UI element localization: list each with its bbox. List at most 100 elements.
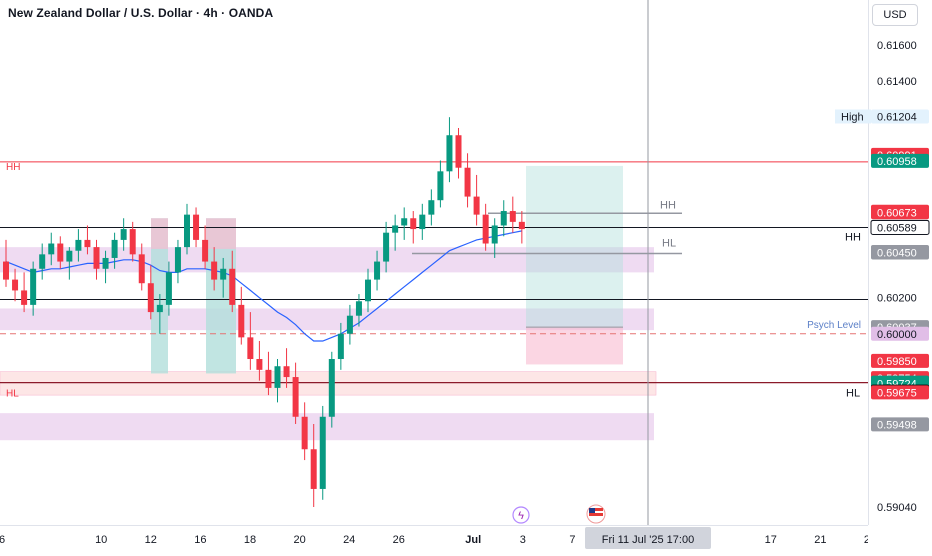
price-tick-label: 0.61400 [877,76,917,88]
candle [30,261,37,316]
candle-body [509,211,516,222]
price-label-text: 0.60000 [877,329,917,341]
candle [428,189,435,226]
candle [374,250,381,291]
time-tick-label: 12 [145,534,157,546]
time-tick-label: 16 [194,534,206,546]
time-tick-label: 7 [569,534,575,546]
candle [491,218,498,258]
candle [129,221,136,262]
price-label-badge: 0.60000 [871,326,929,341]
candle [48,232,55,266]
candle [446,117,453,183]
candle [12,268,19,302]
svg-text:ϟ: ϟ [518,510,524,522]
candle-body [337,333,344,360]
annotation-label: HL [6,389,19,400]
price-label-badge: 0.60958 [871,153,929,168]
price-tick-label: 0.59040 [877,502,917,514]
candle-body [66,250,73,262]
candle-body [383,232,390,262]
time-tick-label: 21 [814,534,826,546]
candle-body [156,304,163,313]
candle-body [292,377,299,417]
price-label-text: 0.60589 [877,222,917,234]
time-axis-svg: 610121618202426Jul379172123Fri 11 Jul '2… [0,527,876,549]
candle-body [12,279,19,291]
price-label-badge: 0.59850 [871,353,929,368]
candle [57,236,64,269]
candle [455,128,462,179]
candle [355,294,362,327]
candle-body [129,229,136,255]
chart-title: New Zealand Dollar / U.S. Dollar · 4h · … [8,6,274,20]
price-label-text: 0.59675 [877,387,917,399]
annotation-label: Psych Level [807,320,861,331]
chart-pane[interactable]: HH HH HH HL Psych Level HL HL ϟ New Zealand Dol… [0,0,868,525]
candle-body [184,214,190,248]
candle [274,359,281,403]
candle-body [310,449,317,489]
candle-body [346,315,353,334]
candle [156,294,163,334]
candle [401,207,408,240]
candle [292,362,299,424]
candle [184,203,190,255]
candle-body [401,218,408,226]
long-position-stop [526,326,623,365]
candle [138,243,145,291]
candle [84,225,91,255]
annotation-label: HH [660,199,676,211]
us-flag-event-icon[interactable] [586,504,606,524]
lightning-event-icon[interactable]: ϟ [512,506,530,524]
price-label-text: 0.60450 [877,248,917,260]
candle [165,261,172,316]
candle [464,153,471,208]
candle-body [410,218,417,230]
candle-body [220,268,227,280]
candle-body [482,214,489,244]
candle [410,211,417,244]
time-tick-label: 26 [393,534,405,546]
candle [265,351,272,396]
candle [102,250,109,284]
candle-body [283,366,290,378]
candle [337,322,344,370]
candle [220,257,227,298]
price-label-text: 0.59850 [877,356,917,368]
candle [21,272,28,313]
time-tick-label: 18 [244,534,256,546]
demand-zone-lower [0,413,654,441]
time-tick-label: Jul [465,534,481,546]
candle [66,247,73,280]
time-tick-label: 10 [95,534,107,546]
time-tick-label: 20 [293,534,305,546]
candle-body [39,254,46,269]
candle [39,243,46,280]
time-tick-label: 6 [0,534,5,546]
candle-body [265,369,272,388]
candle-body [48,243,55,255]
candle-body [165,272,172,305]
candle-body [211,261,218,280]
candle [229,250,236,313]
candle-body [93,247,100,269]
chart-svg[interactable]: HH HH HH HL Psych Level HL HL ϟ [0,0,868,525]
currency-button[interactable]: USD [872,4,918,26]
candle [392,214,399,251]
moving-average-line [5,230,523,342]
hl-zone [0,371,657,396]
price-label-badge: 0.60589 [870,219,930,235]
time-tick-label: 23 [864,534,868,546]
candle-body [202,239,209,262]
price-axis[interactable]: 0.61600 0.61400 0.60200 0.59040 0.61204 High 0… [835,0,932,525]
candle-body [355,301,362,316]
price-label-text: 0.60958 [877,156,917,168]
candle-body [30,268,37,305]
time-tick-label: 24 [343,534,355,546]
time-axis[interactable]: 610121618202426Jul379172123Fri 11 Jul '2… [0,525,876,551]
candle-body [464,167,471,197]
candle-body [57,243,64,262]
candle-body [500,211,507,226]
